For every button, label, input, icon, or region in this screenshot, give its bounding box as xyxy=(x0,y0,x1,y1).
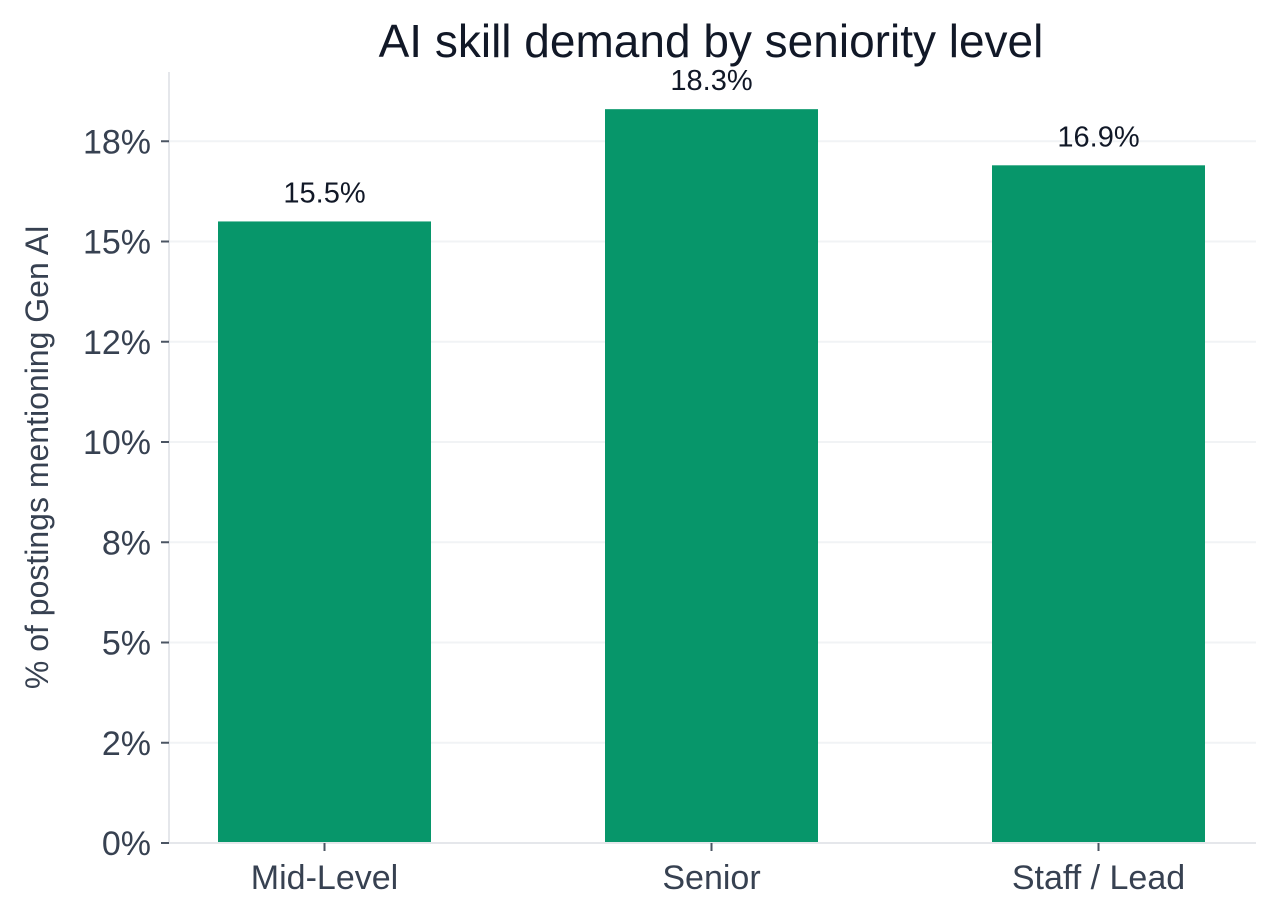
bar xyxy=(992,165,1205,843)
data-labels: 15.5% 18.3% 16.9% xyxy=(283,65,1139,209)
y-tick-label: 5% xyxy=(102,625,151,663)
x-tick-label: Mid-Level xyxy=(251,859,398,897)
bar xyxy=(605,109,818,844)
x-ticks: Mid-Level Senior Staff / Lead xyxy=(251,843,1185,897)
x-tick-label: Staff / Lead xyxy=(1012,859,1185,897)
x-tick-label: Senior xyxy=(662,859,760,897)
data-label: 16.9% xyxy=(1057,121,1139,153)
data-label: 18.3% xyxy=(670,65,752,97)
data-label: 15.5% xyxy=(283,177,365,209)
bars xyxy=(218,109,1205,844)
y-tick-label: 10% xyxy=(83,424,151,462)
y-tick-label: 18% xyxy=(83,123,151,161)
y-tick-label: 8% xyxy=(102,524,151,562)
chart-title: AI skill demand by seniority level xyxy=(379,15,1044,67)
y-ticks: 0% 2% 5% 8% 10% 12% 15% 18% xyxy=(83,123,169,863)
y-tick-label: 12% xyxy=(83,324,151,362)
y-axis-label: % of postings mentioning Gen AI xyxy=(19,225,55,689)
y-tick-label: 0% xyxy=(102,825,151,863)
bar xyxy=(218,221,431,843)
y-tick-label: 15% xyxy=(83,224,151,262)
y-tick-label: 2% xyxy=(102,725,151,763)
